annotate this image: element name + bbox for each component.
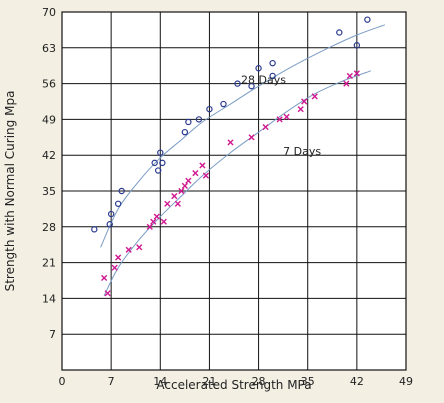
data-point <box>111 264 118 271</box>
data-point <box>154 167 162 174</box>
data-point <box>220 100 227 108</box>
data-point <box>269 72 276 80</box>
data-point <box>181 128 189 136</box>
data-point <box>114 200 122 207</box>
y-tick-label: 28 <box>42 221 56 234</box>
data-point <box>199 162 206 169</box>
trend-lines <box>100 24 386 297</box>
data-point <box>269 59 276 67</box>
x-tick-label: 49 <box>399 375 413 388</box>
data-point <box>227 139 234 146</box>
data-point <box>181 182 188 189</box>
data-point <box>115 254 122 261</box>
data-point <box>311 93 318 100</box>
x-tick-label: 7 <box>108 375 115 388</box>
data-point <box>202 172 210 179</box>
data-point <box>151 159 158 167</box>
data-point <box>106 221 113 228</box>
x-tick-label: 14 <box>153 375 167 388</box>
data-point <box>157 149 164 156</box>
data-point <box>153 213 160 220</box>
data-point <box>125 246 132 253</box>
trend-line <box>100 24 386 248</box>
data-point <box>336 29 343 36</box>
x-tick-label: 28 <box>252 375 266 388</box>
y-tick-label: 35 <box>42 185 56 198</box>
y-tick-label: 49 <box>42 113 56 126</box>
x-axis-label: Accelerated Strength MPa <box>156 378 311 392</box>
y-tick-label: 21 <box>42 257 56 270</box>
data-point <box>185 118 192 126</box>
data-point <box>353 70 360 77</box>
data-point <box>206 105 213 113</box>
trend-line <box>103 70 372 297</box>
data-point <box>234 80 241 87</box>
data-point <box>343 80 350 87</box>
data-point <box>255 65 262 72</box>
data-point <box>185 177 192 184</box>
grid <box>61 11 407 371</box>
data-point <box>107 210 115 218</box>
data-point <box>164 200 171 207</box>
y-tick-label: 7 <box>49 328 56 341</box>
data-point <box>171 193 178 200</box>
data-point <box>160 218 167 225</box>
x-tick-label: 35 <box>301 375 315 388</box>
data-point <box>301 98 308 105</box>
data-point <box>159 159 166 167</box>
series-annotation: 28 Days <box>241 74 286 87</box>
annotations: 28 Days 7 Days <box>241 74 321 159</box>
data-point <box>146 223 153 230</box>
data-point <box>136 244 143 251</box>
data-point <box>178 187 185 195</box>
data-points <box>91 16 371 297</box>
series-annotation: 7 Days <box>283 145 321 158</box>
data-point <box>192 170 199 177</box>
data-point <box>195 116 203 123</box>
tick-labels: 0 7 14 21 28 35 42 49 7 14 21 28 35 42 49 56 63 70 <box>42 6 413 388</box>
data-point <box>283 113 290 120</box>
data-point <box>346 72 353 80</box>
data-point <box>104 290 111 297</box>
x-tick-label: 42 <box>350 375 364 388</box>
y-axis-label: Strength with Normal Curing Mpa <box>3 91 17 292</box>
data-point <box>276 116 283 123</box>
y-tick-label: 70 <box>42 6 56 19</box>
data-point <box>353 42 361 49</box>
x-tick-label: 21 <box>202 375 216 388</box>
plot-frame <box>61 11 407 371</box>
y-tick-label: 14 <box>42 292 56 305</box>
y-tick-label: 63 <box>42 42 56 55</box>
data-point <box>174 200 181 207</box>
data-point <box>262 123 269 131</box>
data-point <box>101 274 108 282</box>
x-tick-label: 0 <box>59 375 66 388</box>
data-point <box>91 226 98 233</box>
data-point <box>150 218 157 225</box>
data-point <box>248 134 255 141</box>
data-point <box>248 82 255 90</box>
y-tick-label: 42 <box>42 149 56 162</box>
data-point <box>297 106 304 113</box>
data-point <box>118 187 125 195</box>
data-point <box>364 16 371 23</box>
y-tick-label: 56 <box>42 78 56 91</box>
